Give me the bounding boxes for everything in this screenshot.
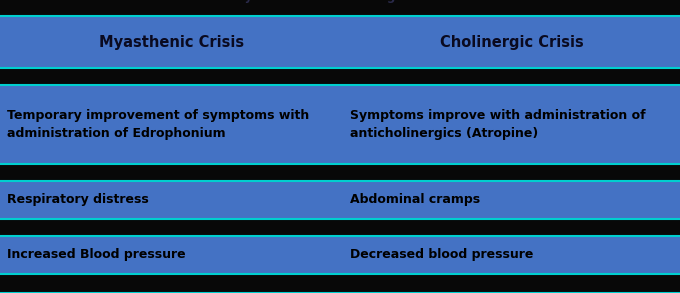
Bar — [0, 181, 680, 219]
Text: Respiratory distress: Respiratory distress — [7, 193, 148, 206]
Text: Temporary improvement of symptoms with
administration of Edrophonium: Temporary improvement of symptoms with a… — [7, 109, 309, 140]
Text: Myasthenic vs Cholinergic Crisis: Myasthenic vs Cholinergic Crisis — [233, 0, 447, 3]
Bar — [0, 85, 680, 164]
Text: Cholinergic Crisis: Cholinergic Crisis — [440, 35, 583, 50]
Bar — [0, 219, 680, 236]
Text: Increased Blood pressure: Increased Blood pressure — [7, 248, 186, 261]
Bar — [0, 0, 680, 16]
Text: Decreased blood pressure: Decreased blood pressure — [350, 248, 534, 261]
Text: Symptoms improve with administration of
anticholinergics (Atropine): Symptoms improve with administration of … — [350, 109, 646, 140]
Bar — [0, 16, 680, 68]
Bar — [0, 164, 680, 181]
Bar — [0, 274, 680, 293]
Bar — [0, 236, 680, 274]
Bar — [0, 68, 680, 85]
Text: Abdominal cramps: Abdominal cramps — [350, 193, 480, 206]
Text: Myasthenic Crisis: Myasthenic Crisis — [99, 35, 244, 50]
